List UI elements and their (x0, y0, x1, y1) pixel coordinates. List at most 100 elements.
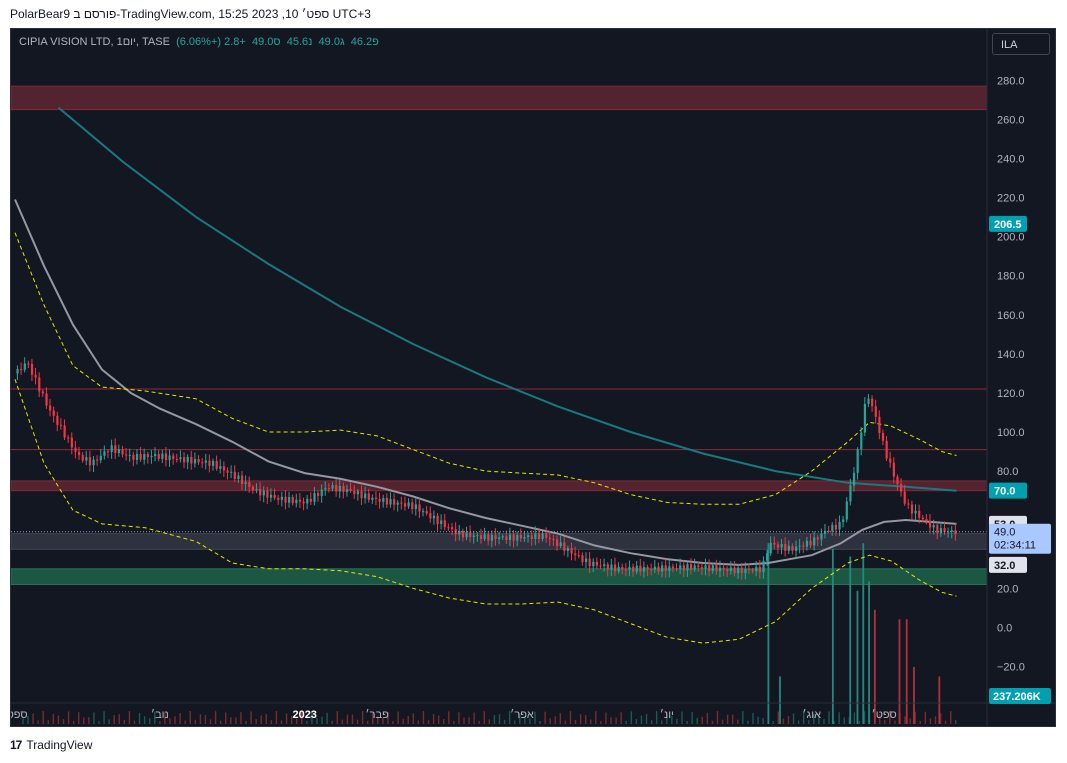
candle-body (414, 504, 417, 510)
volume-bar (856, 590, 859, 724)
candle-body (233, 471, 236, 479)
last-price-value: 49.0 (994, 527, 1015, 539)
price-tag-label: 206.5 (994, 219, 1022, 231)
volume-bar (615, 717, 617, 724)
candle-body (88, 457, 92, 466)
volume-bar (905, 619, 908, 724)
price-tag (989, 215, 1027, 232)
candle-body (505, 536, 508, 540)
candle-body (400, 502, 403, 504)
candle-body (288, 497, 291, 503)
volume-bar (143, 716, 146, 724)
volume-bar (204, 715, 207, 724)
candle-body (954, 530, 957, 535)
volume-bar (123, 719, 126, 724)
candle-body (262, 490, 265, 496)
volume-bar (913, 666, 915, 724)
candle-body (498, 537, 501, 540)
candle-body (436, 515, 439, 525)
candle-body (610, 564, 613, 570)
candle-body (588, 558, 591, 567)
chart-canvas[interactable]: 280.0 260.0 240.0 220.0 200.0 180.0 160.0 140.0… (11, 29, 1055, 726)
candle-body (70, 437, 73, 448)
candle-body (787, 545, 790, 551)
candle-body (447, 527, 450, 529)
volume-bar (554, 716, 556, 724)
candle-body (921, 517, 924, 520)
close-value: 49.0 (251, 36, 274, 48)
volume-bar (879, 714, 881, 724)
candle-body (642, 567, 646, 572)
volume-bar (889, 711, 891, 724)
volume-bar (584, 715, 587, 724)
volume-bar (666, 713, 668, 724)
candle-body (664, 565, 667, 571)
volume-bar (235, 717, 237, 724)
candle-body (501, 536, 504, 538)
candle-body (356, 491, 360, 495)
candle-body (371, 497, 374, 500)
volume-bar (919, 720, 921, 724)
candle-body (939, 528, 943, 533)
currency-button[interactable]: ILA (992, 33, 1050, 55)
volume-bar (133, 720, 136, 724)
candle-body (918, 510, 921, 518)
volume-bar (57, 715, 60, 724)
candle-body (331, 485, 334, 489)
candle-body (161, 453, 164, 459)
candle-body (689, 564, 693, 570)
volume-bar (108, 719, 110, 724)
volume-bar (884, 719, 886, 724)
candle-body (795, 546, 798, 551)
volume-bar (569, 711, 572, 724)
candle-body (284, 496, 287, 503)
candle-body (671, 566, 675, 569)
volume-bar (463, 717, 465, 724)
candle-body (230, 471, 233, 473)
volume-bar (321, 716, 323, 724)
candle-body (487, 534, 490, 541)
volume-bar (858, 720, 861, 724)
volume-bar (711, 720, 714, 724)
candle-body (878, 416, 881, 433)
volume-bar (78, 712, 80, 724)
volume-bar (346, 714, 349, 724)
volume-bar (240, 712, 242, 724)
candle-body (172, 455, 175, 460)
candle-body (838, 521, 841, 530)
candle-body (96, 459, 99, 461)
candle-body (150, 456, 153, 458)
footer: 17 TradingView (10, 738, 92, 752)
candle-body (661, 565, 664, 572)
candle-body (353, 490, 356, 495)
candle-body (23, 363, 26, 370)
volume-bar (402, 718, 404, 724)
candle-body (834, 524, 838, 530)
candle-body (950, 530, 953, 532)
candle-body (280, 496, 283, 500)
volume-bar (524, 716, 526, 724)
candle-body (396, 502, 399, 505)
x-tick-label: ספט׳ (871, 708, 896, 721)
volume-bar (270, 720, 273, 724)
candle-body (27, 363, 30, 365)
candle-body (740, 567, 743, 574)
volume-bar (255, 719, 257, 724)
volume-bar (934, 716, 937, 724)
candle-body (892, 462, 895, 477)
volume-bar (671, 715, 673, 724)
candle-body (197, 459, 200, 463)
y-tick-label: 120.0 (997, 388, 1025, 400)
volume-bar (924, 711, 927, 724)
candle-body (519, 535, 522, 539)
candle-body (99, 455, 102, 461)
brand-name[interactable]: TradingView (26, 738, 93, 752)
candle-body (295, 499, 298, 504)
volume-bar (726, 714, 729, 724)
chart-frame[interactable]: 280.0 260.0 240.0 220.0 200.0 180.0 160.0 140.0… (10, 28, 1056, 727)
volume-bar (701, 716, 703, 724)
candle-body (345, 489, 349, 492)
candle-body (211, 460, 215, 466)
volume-bar (138, 713, 141, 724)
y-tick-label: 100.0 (997, 427, 1025, 439)
